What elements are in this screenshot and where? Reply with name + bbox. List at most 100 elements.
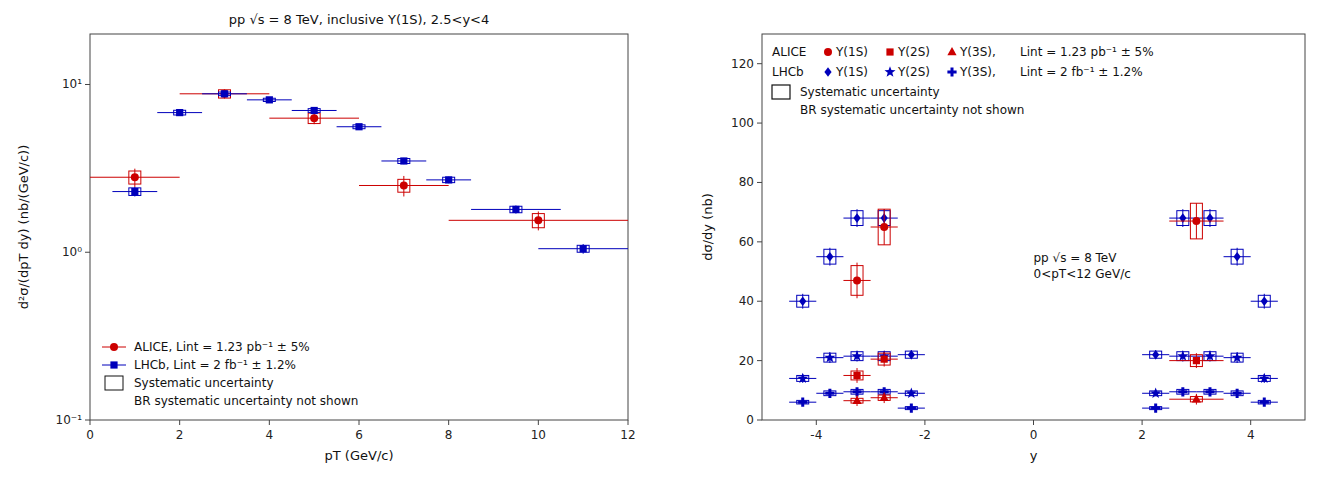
point (534, 216, 542, 224)
x-tick-label: 10 (531, 428, 546, 442)
point (1151, 404, 1160, 413)
legend-note: BR systematic uncertainty not shown (800, 103, 1024, 117)
y-tick-label: 80 (739, 175, 754, 189)
point (310, 114, 318, 122)
point (1152, 350, 1159, 360)
chart-root: 02468101210⁻¹10⁰10¹pT (GeV/c)d²σ/(dpT dy… (0, 0, 1325, 480)
legend-label: Systematic uncertainty (134, 376, 273, 390)
series (112, 90, 628, 254)
point (880, 393, 889, 401)
point (1261, 296, 1268, 306)
y-tick (85, 420, 90, 421)
y-tick (757, 420, 762, 421)
legend-group-name: ALICE (772, 45, 806, 59)
point (176, 109, 183, 116)
point (400, 181, 408, 189)
point (825, 389, 834, 398)
x-tick (1142, 420, 1143, 425)
y-tick (85, 252, 90, 253)
point (824, 352, 835, 362)
point (1260, 398, 1269, 407)
x-tick-label: 2 (1138, 428, 1146, 442)
annotation: 0<pT<12 GeV/c (1034, 267, 1131, 281)
x-tick (448, 420, 449, 425)
legend-marker (886, 48, 893, 55)
y-tick (85, 84, 90, 85)
point (131, 173, 139, 181)
series (843, 392, 1223, 406)
y-tick-label: 20 (739, 354, 754, 368)
panel: 02468101210⁻¹10⁰10¹pT (GeV/c)d²σ/(dpT dy… (16, 12, 636, 463)
legend-label: Systematic uncertainty (800, 85, 939, 99)
legend-group-label: Lint = 1.23 pb⁻¹ ± 5% (1020, 45, 1154, 59)
legend-label: Υ(3S), (959, 45, 996, 59)
legend-syst-box (772, 85, 790, 99)
x-tick-label: 2 (176, 428, 184, 442)
point (1205, 387, 1214, 396)
point (311, 107, 318, 114)
x-tick (179, 420, 180, 425)
point (853, 372, 860, 379)
x-tick (90, 420, 91, 425)
point (1150, 387, 1161, 397)
x-tick-label: 0 (86, 428, 94, 442)
point (266, 96, 273, 103)
y-tick (757, 241, 762, 242)
point (1178, 387, 1187, 396)
point (1177, 350, 1188, 360)
data-area (90, 89, 628, 253)
data-area (789, 203, 1278, 412)
legend-marker (824, 48, 832, 56)
y-tick-label: 0 (746, 413, 754, 427)
y-tick-label: 10⁻¹ (56, 413, 83, 427)
legend-label: ALICE, Lint = 1.23 pb⁻¹ ± 5% (134, 340, 310, 354)
point (1193, 357, 1200, 364)
series (789, 387, 1278, 413)
point (1204, 350, 1215, 360)
point (826, 252, 833, 262)
legend-label: Υ(2S) (897, 45, 930, 59)
title: pp √s = 8 TeV, inclusive Υ(1S), 2.5<y<4 (229, 12, 490, 27)
y-tick (757, 182, 762, 183)
point (852, 350, 863, 360)
legend-marker (110, 361, 117, 368)
x-tick (1250, 420, 1251, 425)
point (880, 223, 888, 231)
x-tick (816, 420, 817, 425)
legend-marker (884, 66, 895, 76)
y-tick-label: 120 (731, 57, 754, 71)
plot-frame (90, 34, 628, 420)
legend-label: Υ(3S), (959, 65, 996, 79)
x-tick (538, 420, 539, 425)
annotation: pp √s = 8 TeV (1034, 251, 1118, 265)
legend-label: Υ(1S) (835, 45, 868, 59)
legend-marker (947, 67, 956, 76)
y-tick-label: 100 (731, 116, 754, 130)
x-tick-label: 8 (445, 428, 453, 442)
point (1233, 389, 1242, 398)
point (853, 213, 860, 223)
point (852, 396, 861, 404)
x-tick-label: -2 (919, 428, 931, 442)
point (512, 206, 519, 213)
y-tick (757, 123, 762, 124)
point (1259, 373, 1270, 383)
point (221, 90, 229, 98)
x-tick (1033, 420, 1034, 425)
point (908, 350, 915, 360)
point (400, 157, 407, 164)
y-tick-label: 10⁰ (62, 245, 82, 259)
point (906, 387, 917, 397)
point (798, 398, 807, 407)
x-axis-label: y (1030, 448, 1038, 463)
point (1234, 252, 1241, 262)
point (445, 176, 452, 183)
legend: ALICE Υ(1S) Υ(2S) Υ(3S), Lint = 1.23 pb⁻¹ ± … (772, 45, 1154, 117)
x-tick-label: 4 (266, 428, 274, 442)
series (843, 352, 1223, 383)
point (907, 404, 916, 413)
legend: ALICE, Lint = 1.23 pb⁻¹ ± 5%LHCb, Lint =… (102, 340, 358, 408)
x-tick (924, 420, 925, 425)
y-axis-label: d²σ/(dpT dy) (nb/(GeV/c)) (16, 145, 31, 310)
plot-frame (762, 34, 1305, 420)
